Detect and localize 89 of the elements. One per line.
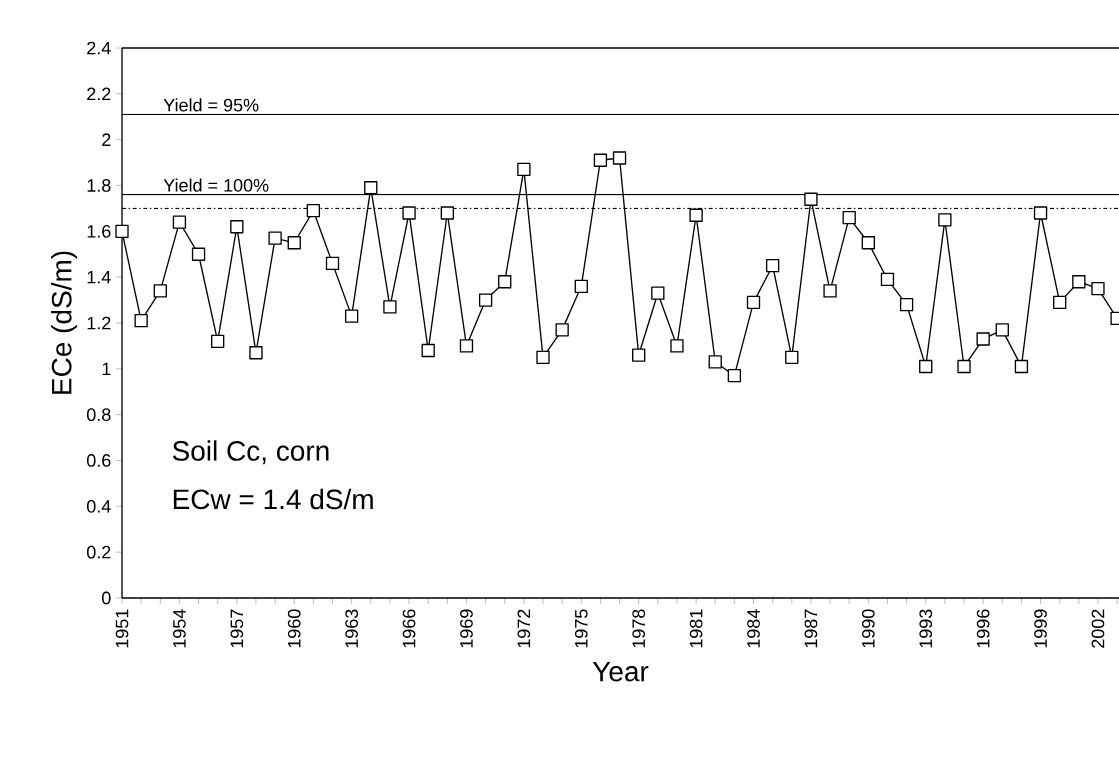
point xyxy=(976,332,990,346)
x-tick-label: 1984 xyxy=(747,609,760,648)
point xyxy=(172,215,187,229)
point xyxy=(440,206,454,220)
point xyxy=(230,220,244,234)
point xyxy=(325,256,340,271)
x-tick-label: 1960 xyxy=(287,609,301,648)
point xyxy=(612,151,627,165)
annotation: Soil Cc, corn xyxy=(172,440,329,465)
point xyxy=(1033,206,1048,220)
point xyxy=(593,153,608,167)
point xyxy=(478,293,493,307)
point xyxy=(995,323,1009,337)
y-tick-label: 1 xyxy=(102,362,111,376)
x-tick-label: 1954 xyxy=(173,609,186,648)
y-tick-label: 1.4 xyxy=(87,270,111,284)
point xyxy=(651,286,665,300)
x-tick-label: 1951 xyxy=(115,609,129,648)
point xyxy=(383,300,397,314)
x-tick-label: 1990 xyxy=(861,609,875,648)
point xyxy=(364,181,378,195)
y-tick-label: 0.2 xyxy=(86,545,111,559)
y-tick-label: 1.6 xyxy=(87,224,111,238)
point xyxy=(574,279,588,293)
point xyxy=(861,236,875,250)
point xyxy=(1091,281,1105,296)
point xyxy=(555,323,569,337)
y-tick-label: 2.4 xyxy=(87,41,111,55)
point xyxy=(421,343,435,358)
y-tick-label: 2 xyxy=(102,133,111,146)
y-tick-label: 0.8 xyxy=(86,408,111,422)
point xyxy=(785,350,799,365)
annotation: ECw = 1.4 dS/m xyxy=(173,488,373,510)
y-axis-title: ECe (dS/m) xyxy=(51,251,78,394)
point xyxy=(402,206,416,220)
point xyxy=(938,213,952,227)
point xyxy=(134,314,148,328)
point xyxy=(708,355,722,369)
point xyxy=(765,259,780,273)
y-tick-label: 1.2 xyxy=(87,316,111,330)
point xyxy=(249,346,263,360)
point xyxy=(536,350,550,365)
point xyxy=(211,334,225,348)
x-tick-label: 1972 xyxy=(517,609,531,648)
x-tick-label: 1993 xyxy=(919,609,933,648)
point xyxy=(517,162,531,177)
point xyxy=(689,208,703,222)
x-tick-label: 2002 xyxy=(1091,609,1105,648)
x-tick-label: 1969 xyxy=(460,609,473,648)
point xyxy=(1014,359,1029,374)
point xyxy=(670,339,684,353)
annotation: Yield = 95% xyxy=(163,98,259,112)
y-tick-label: 1.8 xyxy=(87,179,111,192)
annotation: Yield = 100% xyxy=(163,178,269,192)
point xyxy=(842,210,856,225)
point xyxy=(957,359,971,374)
y-tick-label: 0.6 xyxy=(86,454,111,467)
x-tick-label: 1981 xyxy=(689,609,703,648)
x-tick-label: 1975 xyxy=(574,609,588,648)
point xyxy=(1053,295,1067,310)
x-axis-title: Year xyxy=(592,661,649,682)
point xyxy=(344,309,359,323)
x-tick-label: 1996 xyxy=(976,609,990,648)
x-tick-label: 1966 xyxy=(402,609,416,648)
point xyxy=(1072,275,1086,289)
y-tick-label: 2.2 xyxy=(87,87,111,101)
x-tick-label: 1999 xyxy=(1034,609,1047,648)
point xyxy=(823,284,837,298)
point xyxy=(191,247,206,261)
point xyxy=(115,224,129,238)
point xyxy=(899,297,914,312)
point xyxy=(459,339,474,353)
point xyxy=(727,369,742,383)
x-tick-label: 1978 xyxy=(632,609,646,648)
point xyxy=(880,272,895,287)
point xyxy=(268,231,282,245)
x-tick-label: 1987 xyxy=(804,609,818,648)
point xyxy=(746,295,761,310)
y-tick-label: 0 xyxy=(102,591,111,605)
x-tick-label: 1957 xyxy=(230,609,244,648)
point xyxy=(632,348,646,362)
point xyxy=(498,275,512,289)
point xyxy=(804,192,818,206)
x-tick-label: 1963 xyxy=(345,609,359,648)
point xyxy=(287,236,301,250)
point xyxy=(306,204,321,218)
point xyxy=(153,284,167,298)
point xyxy=(919,359,933,374)
y-tick-label: 0.4 xyxy=(86,499,111,513)
